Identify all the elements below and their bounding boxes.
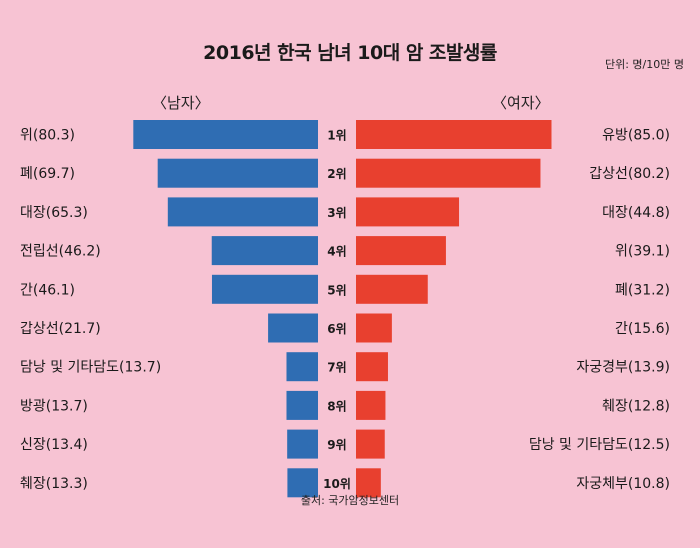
unit-label: 단위: 명/10만 명 <box>604 58 684 71</box>
rank-label: 10위 <box>323 477 351 491</box>
female-bar <box>356 158 541 188</box>
male-bar <box>286 352 318 382</box>
male-category-label: 간(46.1) <box>20 282 75 298</box>
rank-label: 4위 <box>327 245 346 259</box>
male-bar <box>167 197 318 227</box>
female-bar <box>356 352 388 382</box>
female-legend: 〈여자〉 <box>492 94 550 112</box>
female-bar <box>356 468 381 498</box>
female-category-label: 위(39.1) <box>615 244 670 260</box>
rank-label: 5위 <box>327 283 346 297</box>
chart-title: 2016년 한국 남녀 10대 암 조발생률 <box>203 42 497 64</box>
rank-label: 7위 <box>327 361 346 375</box>
male-category-label: 위(80.3) <box>20 128 75 144</box>
male-bar <box>133 120 318 149</box>
male-bar <box>287 468 318 498</box>
female-bar <box>356 390 386 420</box>
male-category-label: 췌장(13.3) <box>20 476 88 492</box>
male-category-label: 방광(13.7) <box>20 398 88 414</box>
female-category-label: 갑상선(80.2) <box>589 166 670 182</box>
male-bar <box>286 390 318 420</box>
female-category-label: 간(15.6) <box>615 321 670 337</box>
female-category-label: 자궁체부(10.8) <box>576 476 670 492</box>
female-bar <box>356 120 552 149</box>
rank-label: 6위 <box>327 322 346 336</box>
female-bar <box>356 313 392 343</box>
female-category-label: 췌장(12.8) <box>602 398 670 414</box>
source-label: 출처: 국가암정보센터 <box>300 494 400 507</box>
female-bar <box>356 236 446 266</box>
female-bar <box>356 429 385 459</box>
female-category-label: 자궁경부(13.9) <box>576 360 670 376</box>
male-bar <box>211 236 318 266</box>
female-bar <box>356 197 460 227</box>
male-category-label: 대장(65.3) <box>20 205 88 221</box>
rank-label: 1위 <box>327 129 346 143</box>
male-category-label: 갑상선(21.7) <box>20 321 101 337</box>
female-category-label: 폐(31.2) <box>615 282 670 298</box>
rank-label: 9위 <box>327 438 346 452</box>
female-bar <box>356 274 428 304</box>
male-category-label: 전립선(46.2) <box>20 244 101 260</box>
male-bar <box>211 274 318 304</box>
rank-label: 3위 <box>327 206 346 220</box>
male-category-label: 폐(69.7) <box>20 166 75 182</box>
female-category-label: 대장(44.8) <box>602 205 670 221</box>
rank-label: 2위 <box>327 167 346 181</box>
male-bar <box>268 313 318 343</box>
male-category-label: 신장(13.4) <box>20 437 88 453</box>
female-category-label: 유방(85.0) <box>602 128 670 144</box>
male-bar <box>157 158 318 188</box>
female-category-label: 담낭 및 기타담도(12.5) <box>529 437 670 453</box>
male-category-label: 담낭 및 기타담도(13.7) <box>20 360 161 376</box>
male-bar <box>287 429 318 459</box>
rank-label: 8위 <box>327 399 346 413</box>
male-legend: 〈남자〉 <box>152 94 210 112</box>
